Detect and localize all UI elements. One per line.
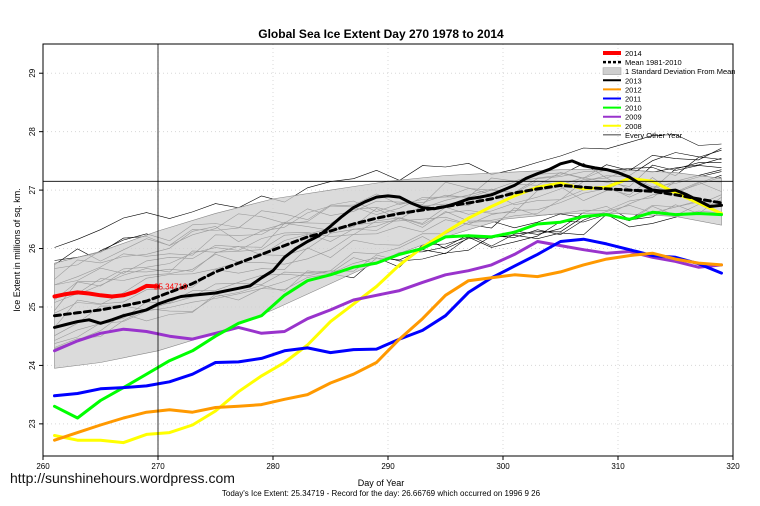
current-value-label: 25.34719 xyxy=(154,283,188,292)
series-line-2009 xyxy=(53,240,723,353)
x-tick-label: 290 xyxy=(381,462,395,471)
x-axis-label: Day of Year xyxy=(358,478,405,488)
series-line-2008 xyxy=(53,176,723,445)
y-tick-label: 23 xyxy=(28,419,37,428)
series-line-2010 xyxy=(53,210,723,420)
y-tick-label: 29 xyxy=(28,68,37,77)
other-year-line xyxy=(54,134,722,248)
y-axis-label: Ice Extent in millions of sq. km. xyxy=(12,188,22,312)
legend-label: 2011 xyxy=(625,95,641,104)
legend-swatch xyxy=(602,67,622,75)
y-tick-label: 27 xyxy=(28,185,37,194)
legend-label: 1 Standard Deviation From Mean xyxy=(625,67,735,76)
series-line-2014 xyxy=(52,283,160,299)
footer-stats: Today's Ice Extent: 25.34719 - Record fo… xyxy=(222,489,541,498)
watermark-url: http://sunshinehours.wordpress.com xyxy=(10,470,235,486)
y-tick-label: 24 xyxy=(28,360,37,369)
legend-label: 2012 xyxy=(625,85,642,94)
x-tick-label: 310 xyxy=(611,462,625,471)
legend-label: 2013 xyxy=(625,76,642,85)
series-lines xyxy=(52,159,723,445)
x-tick-label: 270 xyxy=(151,462,165,471)
y-tick-label: 26 xyxy=(28,244,37,253)
reference-lines xyxy=(43,44,733,456)
series-line-2013 xyxy=(53,159,723,329)
x-axis-ticks: 260 270 280 290 300 310 320 xyxy=(36,456,740,471)
series-line-mean-1981-2010 xyxy=(53,183,723,318)
legend-label: 2014 xyxy=(625,49,642,58)
x-tick-label: 320 xyxy=(726,462,740,471)
y-axis-ticks: 23 24 25 26 27 28 29 xyxy=(28,68,43,428)
legend-label: 2008 xyxy=(625,122,642,131)
legend-label: 2009 xyxy=(625,113,642,122)
x-tick-label: 280 xyxy=(266,462,280,471)
legend-label: Mean 1981-2010 xyxy=(625,58,682,67)
y-tick-label: 25 xyxy=(28,302,37,311)
series-line-2011 xyxy=(53,237,723,398)
legend-label: Every Other Year xyxy=(625,131,683,140)
chart-title: Global Sea Ice Extent Day 270 1978 to 20… xyxy=(258,27,504,41)
x-tick-label: 300 xyxy=(496,462,510,471)
x-tick-label: 260 xyxy=(36,462,50,471)
y-tick-label: 28 xyxy=(28,127,37,136)
legend-label: 2010 xyxy=(625,104,642,113)
series-line-2012 xyxy=(53,251,723,442)
